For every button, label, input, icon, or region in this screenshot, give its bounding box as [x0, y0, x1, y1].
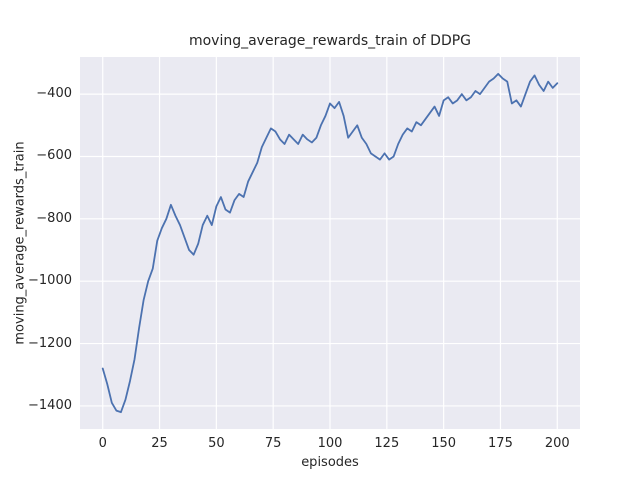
x-tick-label: 200 [544, 436, 570, 451]
x-tick-label: 175 [488, 436, 513, 451]
y-tick-label: −1000 [28, 273, 72, 289]
x-axis-label: episodes [301, 455, 359, 470]
x-tick-label: 75 [264, 436, 282, 451]
x-tick-label: 150 [431, 436, 457, 451]
y-axis-label: moving_average_rewards_train [12, 141, 28, 345]
plot-svg [80, 57, 580, 429]
y-tick-label: −600 [36, 148, 72, 164]
chart-title: moving_average_rewards_train of DDPG [188, 33, 472, 49]
y-tick-label: −800 [36, 210, 72, 226]
x-tick-label: 125 [374, 436, 400, 451]
x-tick-label: 0 [98, 436, 107, 451]
x-tick-label: 25 [151, 436, 168, 451]
x-tick-label: 50 [208, 436, 225, 451]
data-line [101, 72, 559, 414]
plot-area [80, 57, 580, 429]
y-tick-label: −400 [36, 86, 72, 102]
y-tick-label: −1200 [28, 335, 72, 351]
y-tick-label: −1400 [28, 397, 72, 413]
x-tick-label: 100 [317, 436, 343, 451]
